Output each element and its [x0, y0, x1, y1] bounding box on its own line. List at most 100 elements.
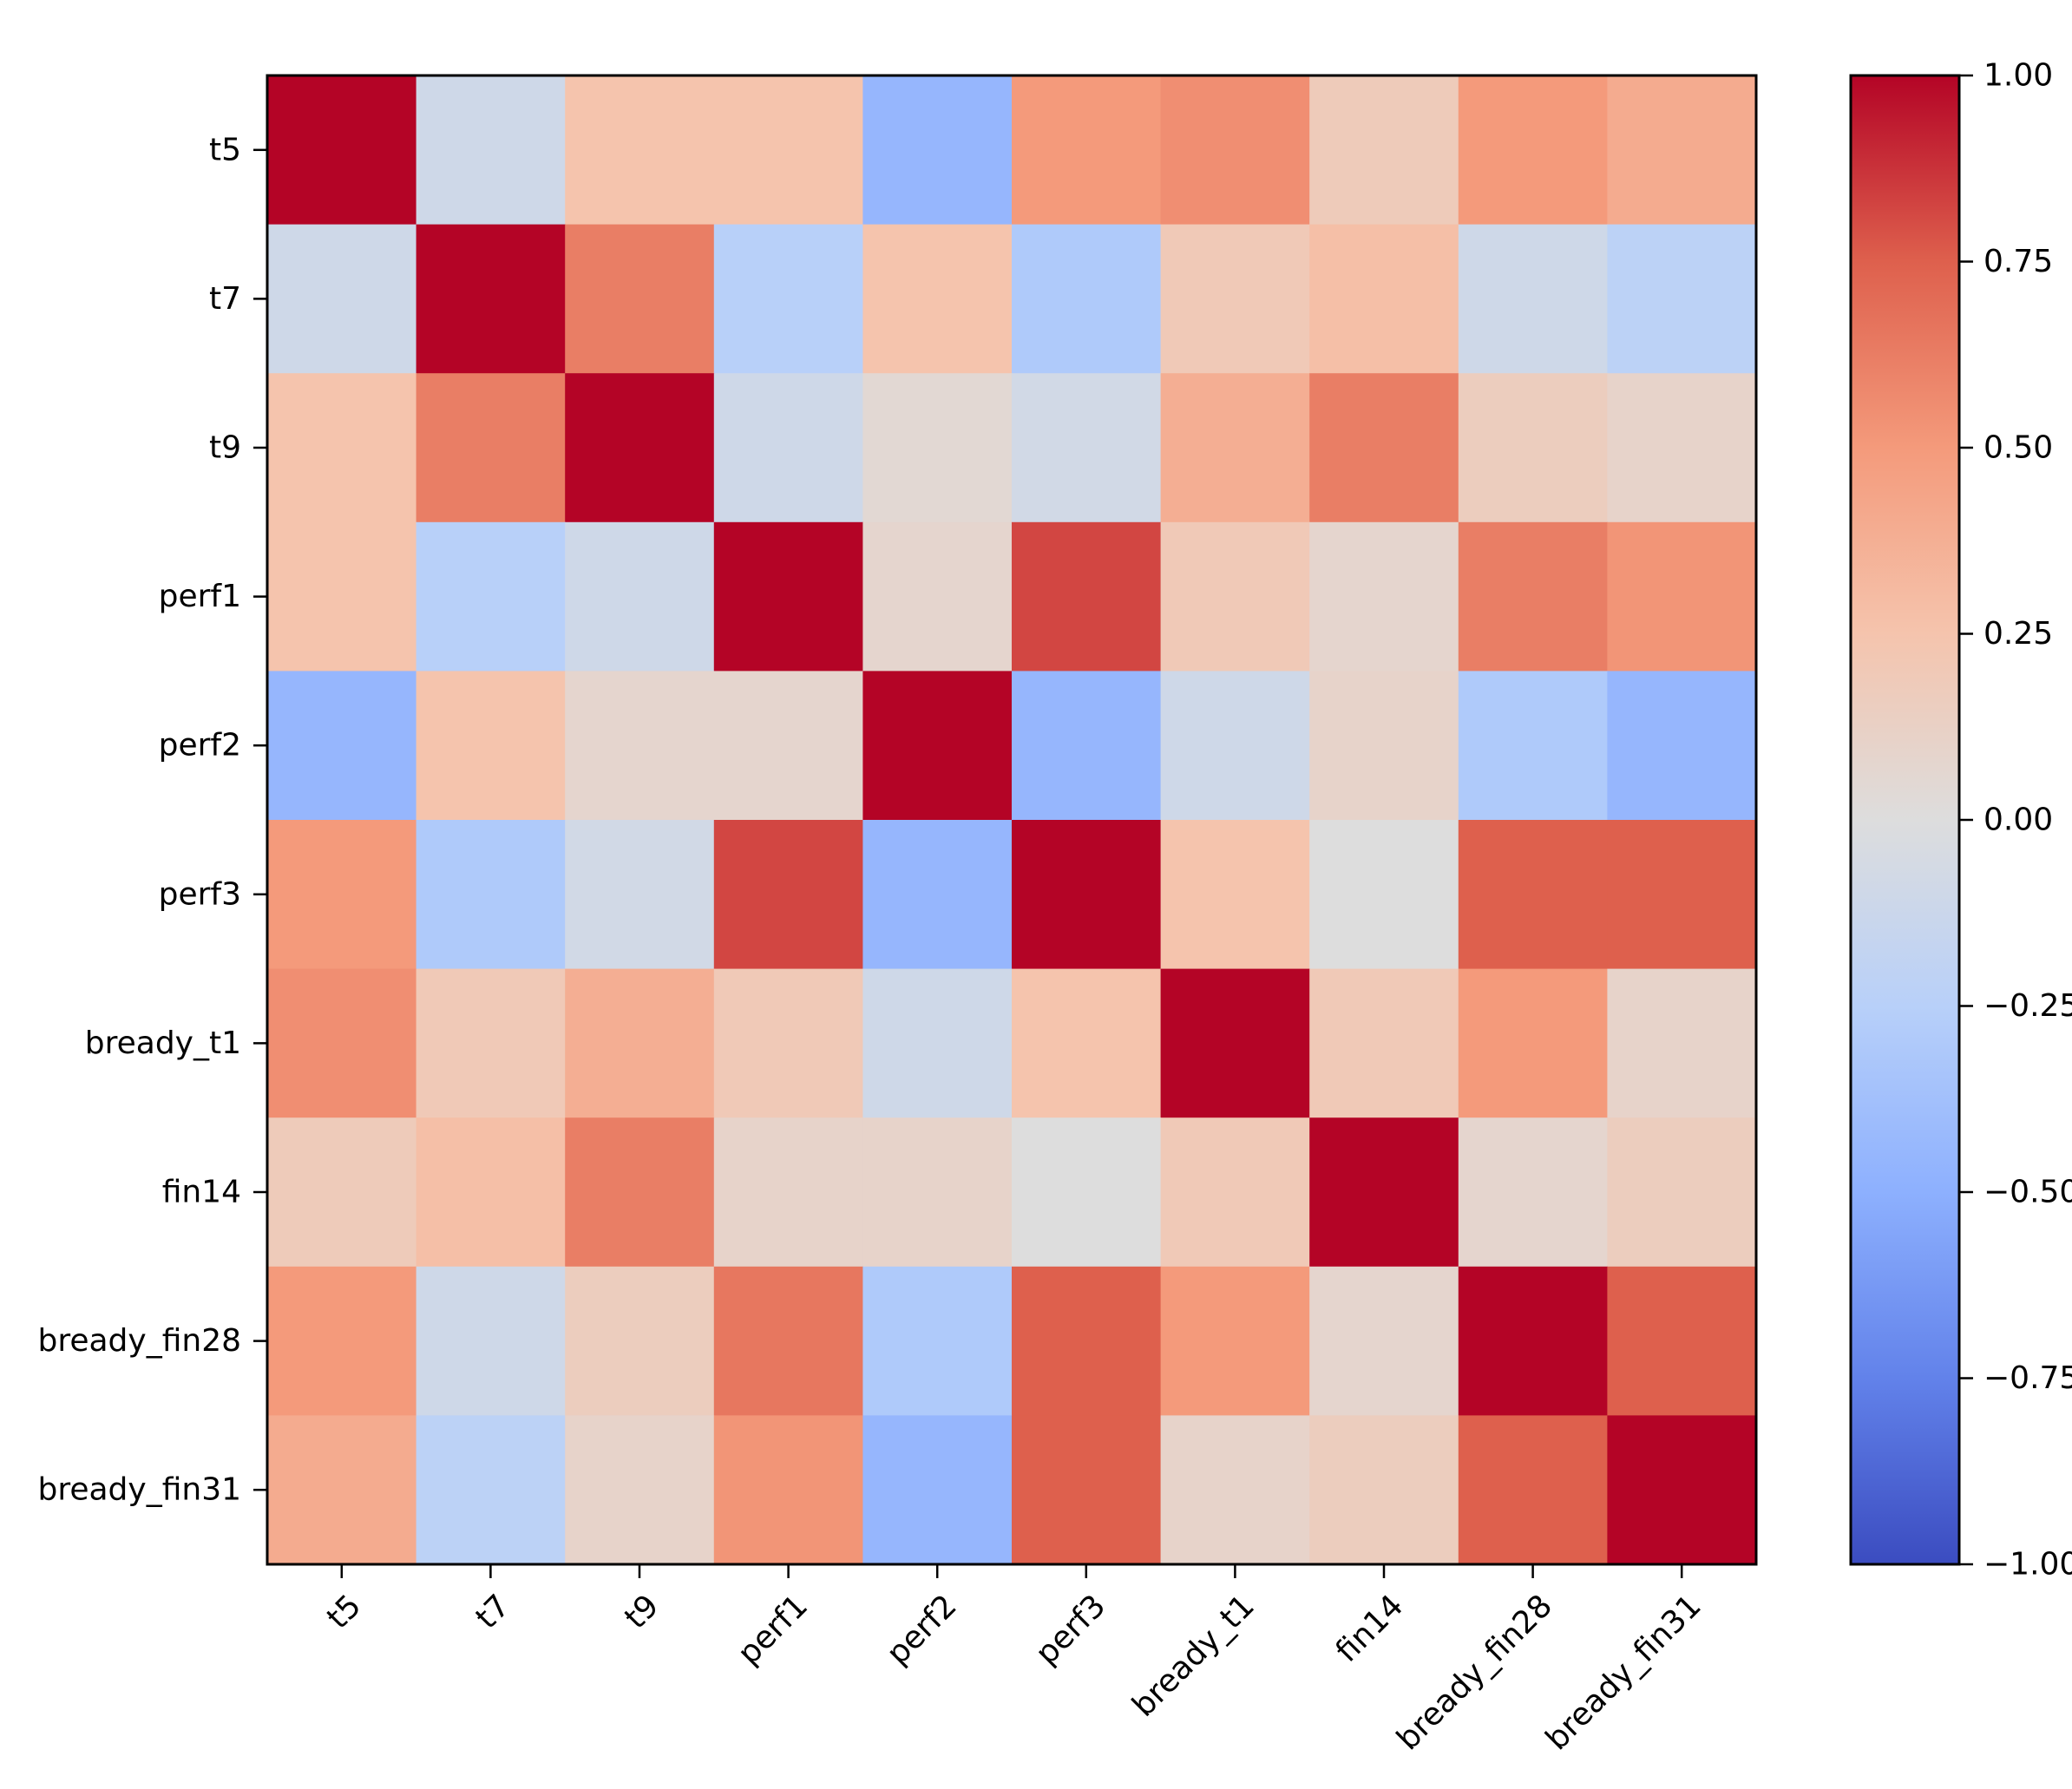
- heatmap-cell-bready_fin28-bready_t1: [1160, 1266, 1310, 1416]
- heatmap-cell-bready_t1-t5: [267, 968, 417, 1118]
- heatmap-cell-bready_fin31-perf3: [1012, 1415, 1162, 1565]
- heatmap-cell-perf1-bready_t1: [1160, 521, 1310, 672]
- heatmap-cell-bready_fin28-bready_fin31: [1607, 1266, 1757, 1416]
- heatmap-cell-bready_t1-bready_fin31: [1607, 968, 1757, 1118]
- y-tick-label-bready_t1: bready_t1: [85, 1026, 241, 1061]
- heatmap-cell-fin14-bready_fin31: [1607, 1117, 1757, 1268]
- y-tick-label-t7: t7: [209, 281, 241, 317]
- heatmap-cell-bready_fin28-perf1: [713, 1266, 863, 1416]
- heatmap-cell-bready_t1-bready_fin28: [1458, 968, 1608, 1118]
- colorbar-tick-label: 1.00: [1983, 58, 2053, 94]
- heatmap-cell-fin14-perf2: [862, 1117, 1013, 1268]
- y-tick-label-fin14: fin14: [162, 1175, 241, 1210]
- x-tick-label-t9: t9: [618, 1588, 666, 1635]
- heatmap-cell-t5-fin14: [1309, 75, 1459, 226]
- heatmap-cell-perf2-perf2: [862, 671, 1013, 821]
- heatmap-cell-bready_t1-perf1: [713, 968, 863, 1118]
- heatmap-cell-bready_fin31-t9: [565, 1415, 715, 1565]
- heatmap-cell-perf1-perf3: [1012, 521, 1162, 672]
- heatmap-cell-bready_fin31-fin14: [1309, 1415, 1459, 1565]
- heatmap-cell-fin14-perf3: [1012, 1117, 1162, 1268]
- heatmap-cell-perf1-bready_fin31: [1607, 521, 1757, 672]
- heatmap-cell-perf2-t5: [267, 671, 417, 821]
- heatmap-cell-perf2-perf1: [713, 671, 863, 821]
- heatmap-cell-bready_t1-fin14: [1309, 968, 1459, 1118]
- heatmap-cell-t9-bready_fin31: [1607, 373, 1757, 523]
- heatmap-cell-t7-bready_fin31: [1607, 224, 1757, 374]
- heatmap-cell-bready_t1-t9: [565, 968, 715, 1118]
- heatmap-cell-fin14-t7: [416, 1117, 566, 1268]
- heatmap-cell-t9-fin14: [1309, 373, 1459, 523]
- heatmap-cell-t5-bready_t1: [1160, 75, 1310, 226]
- heatmap-cell-perf3-fin14: [1309, 820, 1459, 970]
- colorbar-tick-label: −0.25: [1983, 988, 2072, 1024]
- heatmap-cell-fin14-t9: [565, 1117, 715, 1268]
- heatmap-cell-perf2-fin14: [1309, 671, 1459, 821]
- heatmap-cell-bready_fin28-t5: [267, 1266, 417, 1416]
- heatmap-cell-t9-t9: [565, 373, 715, 523]
- heatmap-cell-perf3-bready_fin28: [1458, 820, 1608, 970]
- y-axis: t5 t7 t9 perf1 perf2 perf3 bready_t1 fin14 bread…: [37, 132, 267, 1508]
- heatmap-cell-fin14-t5: [267, 1117, 417, 1268]
- x-tick-label-perf1: perf1: [731, 1588, 815, 1671]
- heatmap-cell-perf2-t9: [565, 671, 715, 821]
- heatmap-cell-bready_fin28-perf2: [862, 1266, 1013, 1416]
- heatmap-cell-t7-bready_fin28: [1458, 224, 1608, 374]
- heatmap-cell-t5-perf2: [862, 75, 1013, 226]
- heatmap-cell-t5-t7: [416, 75, 566, 226]
- y-tick-label-bready_fin28: bready_fin28: [37, 1323, 241, 1359]
- heatmap-cell-perf2-bready_fin31: [1607, 671, 1757, 821]
- y-tick-label-t9: t9: [209, 430, 241, 466]
- heatmap-cell-t7-t7: [416, 224, 566, 374]
- x-axis: t5 t7 t9 perf1 perf2 perf3 bready_t1 fin14bread…: [320, 1564, 1708, 1757]
- y-tick-label-bready_fin31: bready_fin31: [37, 1472, 241, 1508]
- heatmap-cells: [267, 75, 1757, 1565]
- colorbar-tick-label: −0.75: [1983, 1360, 2072, 1396]
- heatmap-cell-t9-perf2: [862, 373, 1013, 523]
- colorbar: [1849, 74, 1961, 1566]
- heatmap-cell-t7-perf3: [1012, 224, 1162, 374]
- heatmap-cell-perf1-perf2: [862, 521, 1013, 672]
- heatmap-cell-t9-bready_t1: [1160, 373, 1310, 523]
- heatmap-cell-t5-bready_fin31: [1607, 75, 1757, 226]
- colorbar-tick-label: −1.00: [1983, 1547, 2072, 1583]
- heatmap-cell-bready_t1-t7: [416, 968, 566, 1118]
- heatmap-cell-fin14-bready_fin28: [1458, 1117, 1608, 1268]
- x-tick-label-fin14: fin14: [1329, 1588, 1411, 1669]
- heatmap-cell-t7-perf1: [713, 224, 863, 374]
- heatmap-cell-t9-perf3: [1012, 373, 1162, 523]
- heatmap-cell-perf3-perf3: [1012, 820, 1162, 970]
- heatmap-cell-perf3-t9: [565, 820, 715, 970]
- heatmap-cell-perf1-t5: [267, 521, 417, 672]
- heatmap-cell-perf3-bready_fin31: [1607, 820, 1757, 970]
- heatmap-cell-perf3-perf1: [713, 820, 863, 970]
- heatmap-cell-t9-perf1: [713, 373, 863, 523]
- colorbar-tick-label: 0.00: [1983, 803, 2053, 838]
- y-tick-label-t5: t5: [209, 132, 241, 167]
- heatmap-cell-bready_fin31-t7: [416, 1415, 566, 1565]
- heatmap-cell-perf1-perf1: [713, 521, 863, 672]
- heatmap-cell-perf3-t5: [267, 820, 417, 970]
- x-tick-label-t7: t7: [469, 1588, 517, 1635]
- heatmap-cell-perf1-fin14: [1309, 521, 1459, 672]
- y-tick-label-perf1: perf1: [159, 579, 241, 614]
- colorbar-tick-label: 0.75: [1983, 244, 2053, 279]
- heatmap-cell-t5-t9: [565, 75, 715, 226]
- heatmap-cell-bready_t1-perf2: [862, 968, 1013, 1118]
- heatmap-cell-perf2-bready_t1: [1160, 671, 1310, 821]
- heatmap-cell-perf3-bready_t1: [1160, 820, 1310, 970]
- heatmap-cell-perf2-bready_fin28: [1458, 671, 1608, 821]
- heatmap-cell-fin14-fin14: [1309, 1117, 1459, 1268]
- colorbar-axis: 1.00 0.75 0.50 0.25 0.00 −0.25 −0.50 −0.75 −1.00: [1959, 58, 2072, 1583]
- heatmap-cell-t7-t5: [267, 224, 417, 374]
- y-tick-label-perf2: perf2: [159, 728, 241, 763]
- x-tick-label-perf2: perf2: [880, 1588, 963, 1671]
- heatmap-cell-bready_fin28-perf3: [1012, 1266, 1162, 1416]
- heatmap-cell-bready_fin31-perf2: [862, 1415, 1013, 1565]
- heatmap-cell-perf3-perf2: [862, 820, 1013, 970]
- heatmap-cell-t7-perf2: [862, 224, 1013, 374]
- heatmap-cell-t5-perf1: [713, 75, 863, 226]
- x-tick-label-bready_fin31: bready_fin31: [1539, 1588, 1708, 1757]
- x-tick-label-bready_t1: bready_t1: [1125, 1588, 1261, 1723]
